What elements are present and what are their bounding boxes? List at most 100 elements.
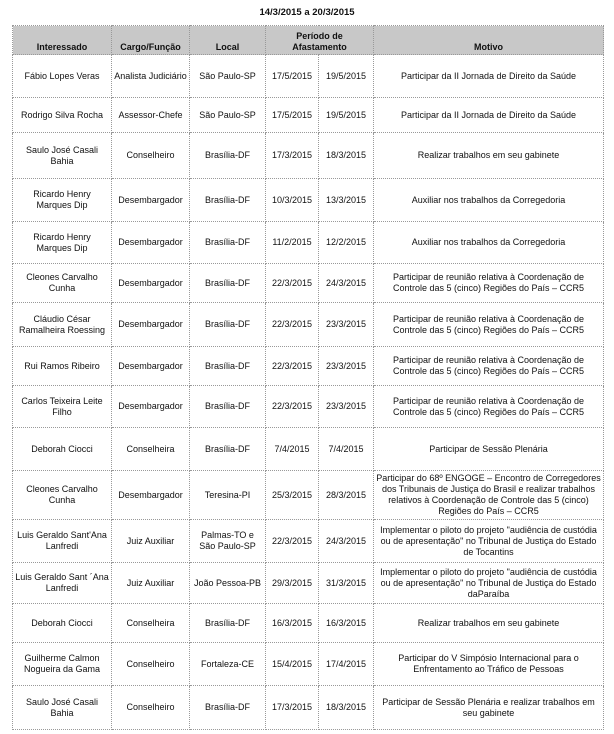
cell-inicio: 7/4/2015 xyxy=(265,427,319,471)
cell-inicio: 17/3/2015 xyxy=(265,132,319,179)
cell-motivo: Participar da II Jornada de Direito da S… xyxy=(373,97,604,133)
cell-interessado: Guilherme Calmon Nogueira da Gama xyxy=(12,642,112,686)
cell-inicio: 16/3/2015 xyxy=(265,603,319,643)
cell-motivo: Participar da II Jornada de Direito da S… xyxy=(373,54,604,98)
table-row: Cleones Carvalho Cunha Desembargador Brasí… xyxy=(12,263,604,303)
cell-inicio: 17/5/2015 xyxy=(265,54,319,98)
cell-local: Brasília-DF xyxy=(189,427,266,471)
cell-interessado: Deborah Ciocci xyxy=(12,603,112,643)
cell-local: Brasília-DF xyxy=(189,346,266,386)
header-local: Local xyxy=(189,25,266,55)
table-row: Guilherme Calmon Nogueira da Gama Conselh… xyxy=(12,642,604,686)
cell-fim: 13/3/2015 xyxy=(318,178,374,222)
table-row: Rodrigo Silva Rocha Assessor-Chefe São Pau… xyxy=(12,97,604,133)
cell-inicio: 22/3/2015 xyxy=(265,346,319,386)
table-row: Rui Ramos Ribeiro Desembargador Brasília-D… xyxy=(12,346,604,386)
cell-interessado: Ricardo Henry Marques Dip xyxy=(12,178,112,222)
cell-cargo: Desembargador xyxy=(111,346,190,386)
header-motivo: Motivo xyxy=(373,25,604,55)
cell-motivo: Realizar trabalhos em seu gabinete xyxy=(373,132,604,179)
cell-cargo: Conselheira xyxy=(111,427,190,471)
cell-motivo: Participar de Sessão Plenária xyxy=(373,427,604,471)
cell-inicio: 22/3/2015 xyxy=(265,385,319,428)
cell-local: Brasília-DF xyxy=(189,302,266,347)
cell-fim: 18/3/2015 xyxy=(318,685,374,730)
cell-interessado: Ricardo Henry Marques Dip xyxy=(12,221,112,264)
cell-interessado: Luis Geraldo Sant ´Ana Lanfredi xyxy=(12,562,112,604)
cell-inicio: 22/3/2015 xyxy=(265,519,319,563)
cell-local: Brasília-DF xyxy=(189,685,266,730)
cell-interessado: Carlos Teixeira Leite Filho xyxy=(12,385,112,428)
cell-motivo: Participar do 68º ENGOGE – Encontro de C… xyxy=(373,470,604,520)
cell-local: Brasília-DF xyxy=(189,221,266,264)
cell-local: São Paulo-SP xyxy=(189,54,266,98)
cell-fim: 7/4/2015 xyxy=(318,427,374,471)
cell-fim: 16/3/2015 xyxy=(318,603,374,643)
table-row: Saulo José Casali Bahia Conselheiro Brasíl… xyxy=(12,685,604,730)
cell-fim: 23/3/2015 xyxy=(318,385,374,428)
cell-interessado: Saulo José Casali Bahia xyxy=(12,132,112,179)
cell-cargo: Juiz Auxiliar xyxy=(111,519,190,563)
cell-motivo: Participar de reunião relativa à Coorden… xyxy=(373,263,604,303)
table-row: Ricardo Henry Marques Dip Desembargador Br… xyxy=(12,178,604,222)
cell-fim: 23/3/2015 xyxy=(318,346,374,386)
cell-fim: 17/4/2015 xyxy=(318,642,374,686)
cell-cargo: Conselheiro xyxy=(111,642,190,686)
cell-fim: 23/3/2015 xyxy=(318,302,374,347)
cell-fim: 19/5/2015 xyxy=(318,54,374,98)
cell-local: João Pessoa-PB xyxy=(189,562,266,604)
cell-interessado: Cleones Carvalho Cunha xyxy=(12,263,112,303)
cell-local: Brasília-DF xyxy=(189,263,266,303)
cell-cargo: Desembargador xyxy=(111,470,190,520)
table-row: Cláudio César Ramalheira Roessing Desemba… xyxy=(12,302,604,347)
table-row: Luis Geraldo Sant ´Ana Lanfredi Juiz Auxi… xyxy=(12,562,604,604)
page-title: 14/3/2015 a 20/3/2015 xyxy=(259,7,355,18)
cell-inicio: 29/3/2015 xyxy=(265,562,319,604)
cell-inicio: 17/5/2015 xyxy=(265,97,319,133)
cell-motivo: Participar de reunião relativa à Coorden… xyxy=(373,385,604,428)
cell-fim: 18/3/2015 xyxy=(318,132,374,179)
cell-motivo: Participar de reunião relativa à Coorden… xyxy=(373,302,604,347)
cell-cargo: Conselheiro xyxy=(111,685,190,730)
cell-motivo: Realizar trabalhos em seu gabinete xyxy=(373,603,604,643)
cell-cargo: Conselheira xyxy=(111,603,190,643)
cell-interessado: Saulo José Casali Bahia xyxy=(12,685,112,730)
afastamentos-table: Interessado Cargo/Função Local Período d… xyxy=(12,25,604,730)
cell-local: Brasília-DF xyxy=(189,132,266,179)
table-row: Luis Geraldo Sant'Ana Lanfredi Juiz Auxil… xyxy=(12,519,604,563)
cell-inicio: 10/3/2015 xyxy=(265,178,319,222)
cell-inicio: 15/4/2015 xyxy=(265,642,319,686)
cell-cargo: Desembargador xyxy=(111,221,190,264)
cell-inicio: 22/3/2015 xyxy=(265,302,319,347)
header-row: Interessado Cargo/Função Local Período d… xyxy=(12,25,604,55)
cell-local: São Paulo-SP xyxy=(189,97,266,133)
cell-interessado: Rodrigo Silva Rocha xyxy=(12,97,112,133)
cell-local: Palmas-TO e São Paulo-SP xyxy=(189,519,266,563)
table-row: Ricardo Henry Marques Dip Desembargador Br… xyxy=(12,221,604,264)
cell-cargo: Desembargador xyxy=(111,385,190,428)
cell-interessado: Rui Ramos Ribeiro xyxy=(12,346,112,386)
cell-local: Brasília-DF xyxy=(189,385,266,428)
cell-interessado: Cleones Carvalho Cunha xyxy=(12,470,112,520)
header-periodo: Período de Afastamento xyxy=(265,25,374,55)
table-row: Saulo José Casali Bahia Conselheiro Brasíl… xyxy=(12,132,604,179)
header-interessado: Interessado xyxy=(12,25,112,55)
table-row: Deborah Ciocci Conselheira Brasília-DF 16/3… xyxy=(12,603,604,643)
header-cargo: Cargo/Função xyxy=(111,25,190,55)
cell-fim: 31/3/2015 xyxy=(318,562,374,604)
cell-motivo: Participar do V Simpósio Internacional p… xyxy=(373,642,604,686)
cell-fim: 24/3/2015 xyxy=(318,263,374,303)
cell-fim: 24/3/2015 xyxy=(318,519,374,563)
cell-fim: 12/2/2015 xyxy=(318,221,374,264)
table-row: Carlos Teixeira Leite Filho Desembargador… xyxy=(12,385,604,428)
cell-inicio: 17/3/2015 xyxy=(265,685,319,730)
cell-interessado: Fábio Lopes Veras xyxy=(12,54,112,98)
cell-local: Brasília-DF xyxy=(189,603,266,643)
cell-cargo: Desembargador xyxy=(111,302,190,347)
cell-cargo: Desembargador xyxy=(111,263,190,303)
cell-cargo: Juiz Auxiliar xyxy=(111,562,190,604)
cell-cargo: Desembargador xyxy=(111,178,190,222)
cell-motivo: Auxiliar nos trabalhos da Corregedoria xyxy=(373,221,604,264)
cell-cargo: Conselheiro xyxy=(111,132,190,179)
cell-motivo: Participar de reunião relativa à Coorden… xyxy=(373,346,604,386)
